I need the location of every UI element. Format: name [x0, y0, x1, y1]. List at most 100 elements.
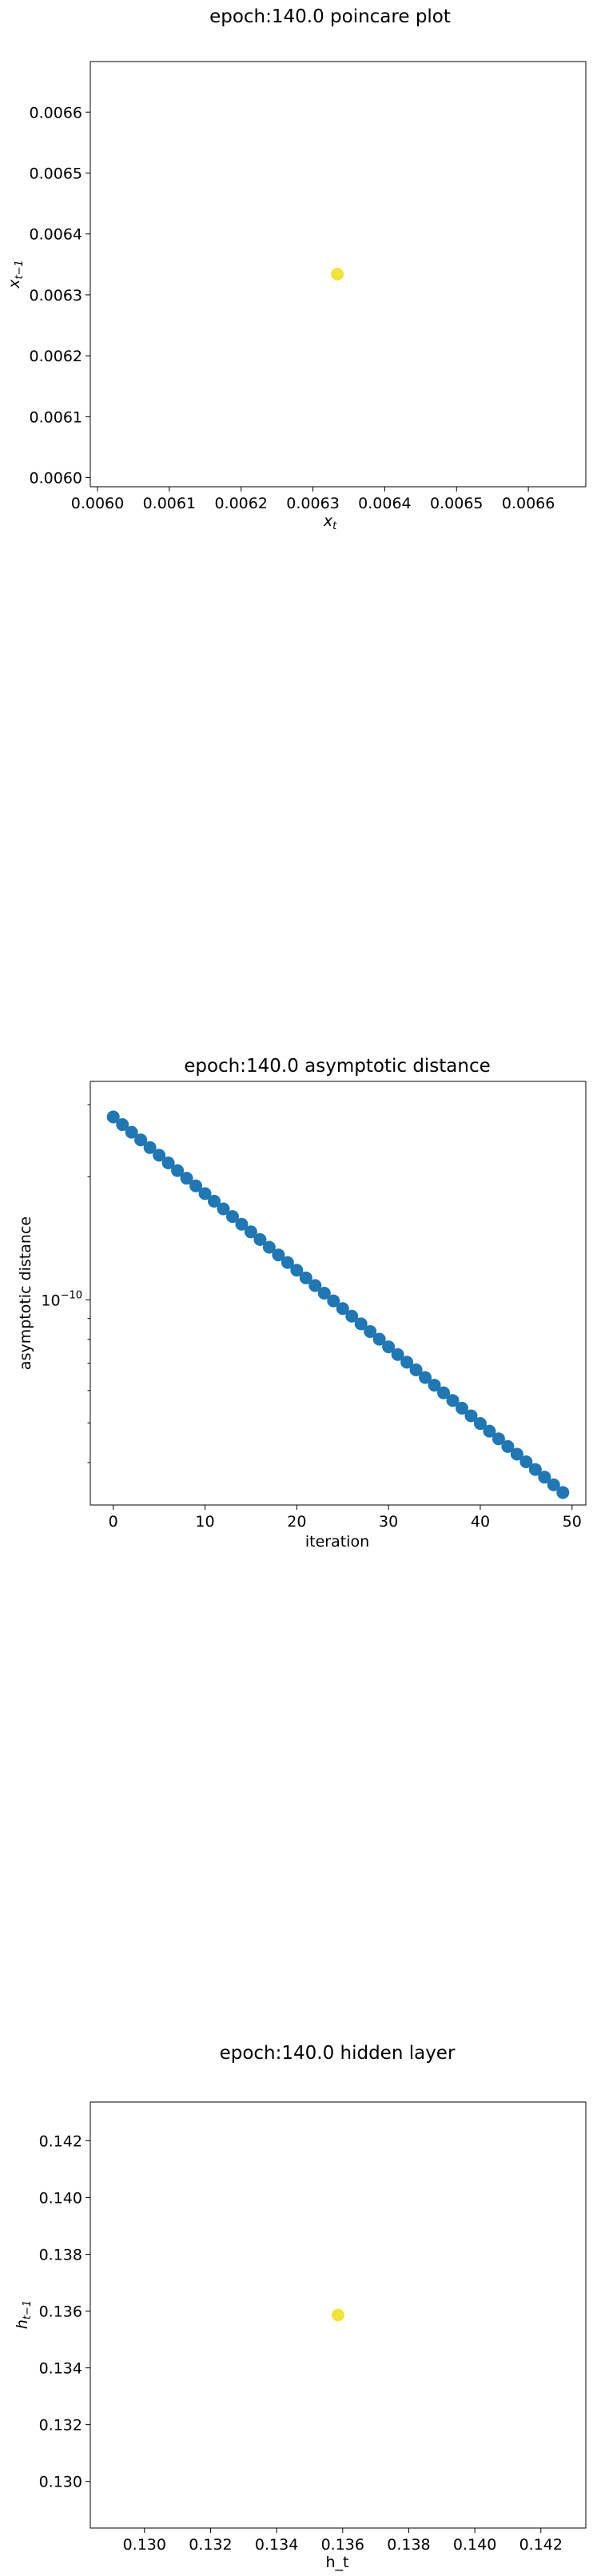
hidden-layer-ylabel: ht−1	[14, 2300, 34, 2329]
x-tick-label: 0.0060	[71, 495, 124, 512]
y-tick-label: 0.132	[39, 2417, 82, 2435]
x-tick-label: 20	[287, 1513, 306, 1531]
y-tick-label: 10−10	[41, 1289, 82, 1309]
data-point	[409, 1363, 423, 1376]
data-point	[198, 1187, 212, 1200]
data-point	[428, 1379, 441, 1392]
data-point	[106, 1110, 120, 1124]
x-tick-label: 0.134	[255, 2536, 298, 2554]
data-point	[244, 1225, 257, 1239]
data-point	[547, 1478, 560, 1491]
data-point	[519, 1455, 533, 1468]
y-tick-label: 0.0061	[30, 408, 82, 426]
x-tick-label: 0.0066	[502, 495, 555, 512]
data-point	[253, 1232, 267, 1246]
asymptotic-plot-frame	[90, 1081, 587, 1506]
y-tick-label: 0.0066	[30, 104, 82, 121]
poincare-chart: epoch:140.0 poincare plot 0.0060 0.0061 0.…	[6, 6, 587, 532]
data-point	[510, 1447, 523, 1461]
hidden-layer-x-ticks: 0.130 0.132 0.134 0.136 0.138 0.140 0.142	[123, 2528, 563, 2554]
x-tick-label: 10	[195, 1513, 214, 1531]
data-point	[235, 1217, 249, 1231]
poincare-y-ticks: 0.0060 0.0061 0.0062 0.0063 0.0064 0.0065 0.00…	[30, 104, 90, 488]
y-tick-label: 0.0065	[30, 165, 82, 182]
asymptotic-chart: epoch:140.0 asymptotic distance 0 10 20 30 4…	[17, 1056, 587, 1551]
poincare-x-ticks: 0.0060 0.0061 0.0062 0.0063 0.0064 0.0065 0.00…	[71, 487, 555, 512]
hidden-layer-xlabel: h_t	[326, 2554, 349, 2571]
data-point	[473, 1417, 487, 1431]
y-tick-label: 0.140	[39, 2189, 82, 2207]
data-point	[382, 1340, 396, 1354]
data-point	[332, 2308, 344, 2322]
poincare-xlabel: xt	[323, 512, 337, 532]
data-point	[317, 1287, 331, 1300]
data-point	[180, 1172, 193, 1185]
data-point	[419, 1371, 432, 1384]
data-point	[492, 1432, 505, 1446]
data-point	[208, 1194, 221, 1208]
x-tick-label: 30	[379, 1513, 398, 1531]
data-point	[331, 268, 344, 281]
asymptotic-points	[106, 1110, 570, 1499]
data-point	[125, 1125, 138, 1139]
poincare-points	[331, 268, 344, 281]
data-point	[538, 1471, 551, 1484]
asymptotic-y-ticks: 10−10	[41, 1104, 90, 1463]
x-tick-label: 0.0062	[214, 495, 267, 512]
x-tick-label: 0.142	[519, 2536, 563, 2554]
x-tick-label: 0.0064	[358, 495, 411, 512]
data-point	[272, 1248, 285, 1262]
y-tick-label: 0.136	[39, 2303, 82, 2321]
data-point	[483, 1424, 496, 1438]
data-point	[189, 1179, 203, 1192]
y-tick-label: 0.0060	[30, 470, 82, 488]
data-point	[299, 1271, 312, 1284]
y-tick-label: 0.138	[39, 2246, 82, 2263]
data-point	[364, 1324, 377, 1338]
x-tick-label: 0.130	[123, 2536, 166, 2554]
data-point	[116, 1118, 129, 1132]
y-tick-label: 0.134	[39, 2360, 82, 2378]
data-point	[391, 1348, 404, 1361]
x-tick-label: 0.132	[189, 2536, 232, 2554]
asymptotic-xlabel: iteration	[305, 1533, 369, 1551]
x-tick-label: 0.0063	[286, 495, 339, 512]
y-tick-label: 0.0064	[30, 226, 82, 244]
hidden-layer-chart: epoch:140.0 hidden layer 0.130 0.132 0.134…	[14, 2043, 587, 2571]
y-tick-label: 0.0062	[30, 348, 82, 365]
data-point	[134, 1133, 148, 1147]
data-point	[464, 1409, 478, 1423]
data-point	[225, 1210, 239, 1224]
x-tick-label: 0.0061	[143, 495, 196, 512]
x-tick-label: 0.0065	[430, 495, 483, 512]
hidden-layer-y-ticks: 0.130 0.132 0.134 0.136 0.138 0.140 0.142	[39, 2132, 90, 2491]
y-tick-label: 0.0063	[30, 287, 82, 305]
x-tick-label: 40	[471, 1513, 490, 1531]
data-point	[456, 1401, 468, 1415]
hidden-layer-points	[332, 2308, 344, 2322]
data-point	[345, 1309, 359, 1323]
x-tick-label: 50	[563, 1513, 582, 1531]
data-point	[354, 1317, 368, 1331]
data-point	[217, 1202, 230, 1216]
y-tick-label: 0.130	[39, 2474, 82, 2491]
data-point	[556, 1486, 570, 1499]
data-point	[290, 1264, 304, 1277]
y-tick-label: 0.142	[39, 2132, 82, 2150]
poincare-plot-frame	[90, 61, 587, 488]
data-point	[336, 1302, 349, 1316]
data-point	[327, 1294, 340, 1308]
x-tick-label: 0.138	[387, 2536, 430, 2554]
data-point	[501, 1439, 515, 1453]
data-point	[400, 1356, 414, 1369]
asymptotic-ylabel: asymptotic distance	[17, 1216, 34, 1370]
data-point	[171, 1164, 185, 1177]
data-point	[262, 1240, 276, 1254]
data-point	[143, 1141, 157, 1154]
hidden-layer-title: epoch:140.0 hidden layer	[220, 2043, 456, 2064]
x-tick-label: 0.140	[453, 2536, 496, 2554]
data-point	[281, 1256, 294, 1269]
data-point	[161, 1156, 175, 1169]
asymptotic-x-ticks: 0 10 20 30 40 50	[109, 1505, 582, 1531]
